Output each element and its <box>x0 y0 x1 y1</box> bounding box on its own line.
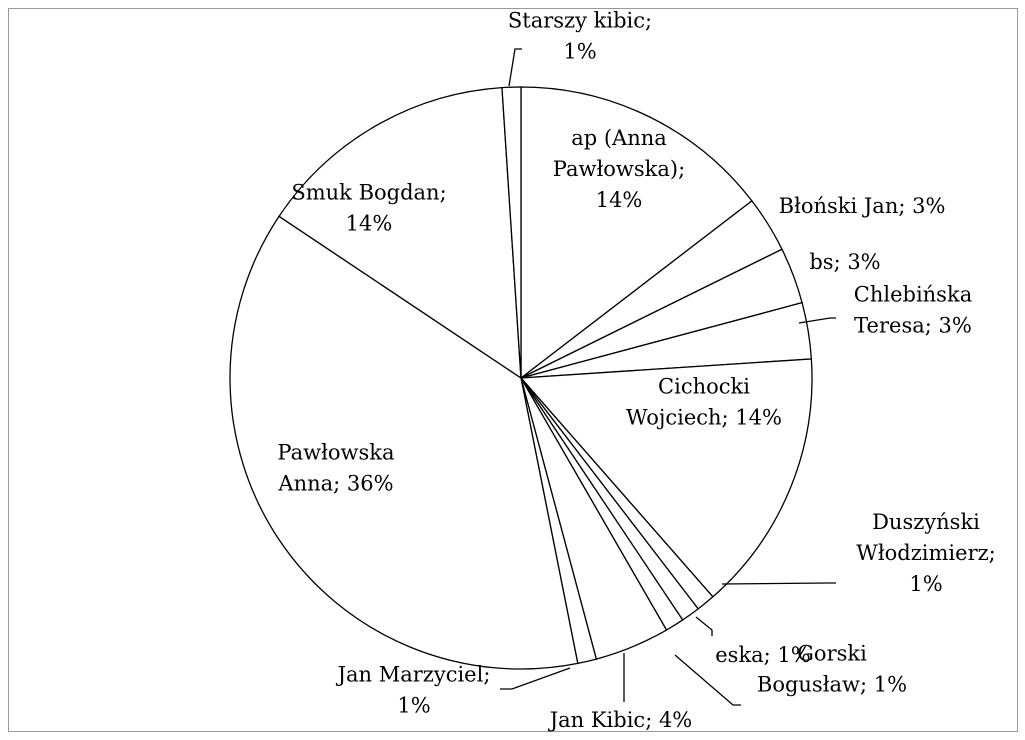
data-label: Błoński Jan; 3% <box>779 194 946 218</box>
data-label-line: Teresa; 3% <box>854 314 972 338</box>
data-label-line: 1% <box>909 572 942 596</box>
data-label-line: Bogusław; 1% <box>757 673 907 697</box>
data-label: Jan Kibic; 4% <box>548 708 693 732</box>
leader-line <box>721 582 836 585</box>
data-label-line: Wojciech; 14% <box>626 406 782 430</box>
data-label-line: Cichocki <box>658 375 750 399</box>
data-label: eska; 1% <box>715 643 811 667</box>
pie-slices <box>229 86 813 670</box>
leader-line <box>674 654 741 706</box>
data-label-line: Pawłowska); <box>553 157 685 181</box>
data-label-line: bs; 3% <box>809 250 880 274</box>
data-label-line: Chlebińska <box>854 283 972 307</box>
data-label-line: 1% <box>563 40 596 64</box>
pie-slice <box>520 86 753 380</box>
data-label: Pawłowska Anna; 36% <box>277 441 394 496</box>
leader-line <box>798 317 836 324</box>
data-label-line: Smuk Bogdan; <box>291 181 446 205</box>
data-label-line: 14% <box>596 188 643 212</box>
data-label: Starszy kibic; 1% <box>508 9 652 64</box>
data-label-line: ap (Anna <box>571 126 667 150</box>
data-label: Jan Marzyciel; 1% <box>336 663 491 718</box>
leader-lines <box>500 48 836 706</box>
leader-line <box>500 667 571 690</box>
pie-slice <box>501 86 522 379</box>
data-label: Smuk Bogdan; 14% <box>291 181 446 236</box>
data-label: bs; 3% <box>809 250 880 274</box>
data-labels: ap (Anna Pawłowska); 14% Błoński Jan; 3% bs;… <box>277 9 995 733</box>
pie-slice <box>519 358 813 598</box>
data-label: ap (Anna Pawłowska); 14% <box>553 126 685 212</box>
data-label-line: eska; 1% <box>715 643 811 667</box>
data-label-line: Gorski <box>797 642 867 666</box>
data-label-line: Jan Marzyciel; <box>336 663 491 687</box>
data-label-line: 14% <box>346 212 393 236</box>
data-label-line: Pawłowska <box>277 441 394 465</box>
data-label-line: Anna; 36% <box>277 472 393 496</box>
data-label-line: Duszyński <box>872 510 980 534</box>
data-label-line: Błoński Jan; 3% <box>779 194 946 218</box>
pie-slice <box>278 86 522 380</box>
data-label-line: Jan Kibic; 4% <box>548 708 693 732</box>
data-label-line: 1% <box>397 694 430 718</box>
data-label-line: Starszy kibic; <box>508 9 652 33</box>
leader-line <box>508 48 522 87</box>
data-label: Gorski Bogusław; 1% <box>757 642 907 697</box>
leader-line <box>695 616 713 636</box>
data-label: Duszyński Włodzimierz; 1% <box>856 510 996 596</box>
pie-slice <box>229 215 579 670</box>
data-label: Cichocki Wojciech; 14% <box>626 375 782 430</box>
data-label: Chlebińska Teresa; 3% <box>854 283 972 338</box>
data-label-line: Włodzimierz; <box>856 541 996 565</box>
